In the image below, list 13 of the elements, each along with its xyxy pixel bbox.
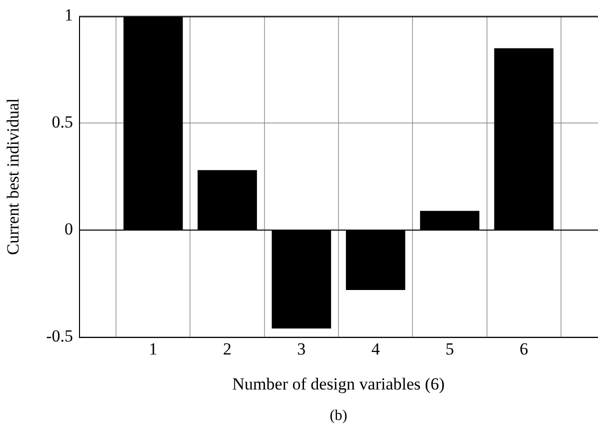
x-tick-label: 3 xyxy=(297,340,306,359)
y-tick-label: 1 xyxy=(64,6,73,25)
x-tick-label: 5 xyxy=(445,340,454,359)
y-tick-label: 0.5 xyxy=(52,112,73,132)
y-tick-label: -0.5 xyxy=(46,326,73,346)
x-tick-label: 6 xyxy=(520,340,528,359)
x-tick-label: 1 xyxy=(148,340,158,359)
y-axis-title: Current best individual xyxy=(4,98,23,255)
x-tick-label: 2 xyxy=(223,340,232,359)
text: (b) xyxy=(330,408,348,424)
x-axis-title: Number of design variables (6) xyxy=(232,374,445,394)
y-tick-label: 0 xyxy=(64,220,73,239)
x-tick-label: 4 xyxy=(371,340,380,359)
